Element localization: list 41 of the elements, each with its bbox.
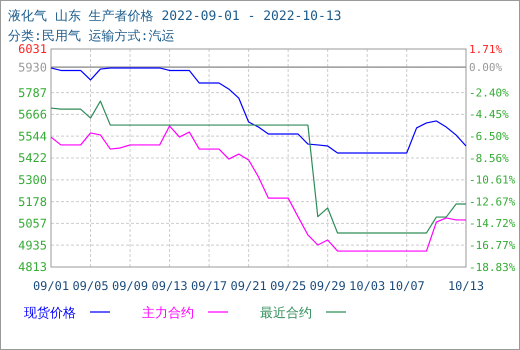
y-tick-label: 5057 [18,216,47,231]
y2-tick-label: -6.50% [469,130,510,143]
legend-label: 最近合约 [260,306,312,321]
y-tick-label: 4813 [18,260,47,274]
y2-tick-label: -18.83% [469,260,516,274]
y-tick-label: 5300 [18,173,47,188]
y2-tick-label: -12.67% [469,195,516,208]
x-tick-label: 10/03 [349,279,386,293]
line-series [50,100,467,234]
line-series [50,125,467,252]
y2-tick-label: -8.56% [469,152,510,165]
line-series [50,67,467,154]
legend-label: 主力合约 [142,305,194,321]
y2-tick-label: -10.61% [469,174,516,187]
x-tick-label: 09/17 [191,279,228,293]
x-tick-label: 10/13 [448,279,484,293]
x-tick-label: 09/05 [72,279,109,293]
chart-subtitle: 分类:民用气 运输方式:汽运 [8,28,174,44]
y2-tick-label: -2.40% [469,86,510,100]
y-tick-label: 5422 [18,151,47,166]
y2-tick-label: -14.72% [469,217,516,230]
y-tick-label: 5787 [18,86,47,100]
y-tick-label: 5930 [18,60,47,74]
y-tick-label: 5178 [18,194,47,209]
x-tick-label: 09/01 [32,279,70,293]
chart-title: 液化气 山东 生产者价格 2022-09-01 - 2022-10-13 [8,9,342,24]
y-tick-label: 5666 [18,108,47,122]
x-tick-label: 09/13 [152,279,188,293]
y-tick-label: 4935 [18,238,47,252]
y-tick-label: 6031 [18,42,47,56]
y2-tick-label: -4.45% [469,108,510,122]
y-tick-label: 5544 [18,129,47,144]
x-tick-label: 10/07 [388,279,425,293]
x-tick-label: 09/21 [230,279,267,293]
x-tick-label: 09/29 [310,279,346,293]
y2-tick-label: 0.00% [469,61,502,74]
y2-tick-label: 1.71% [469,42,502,56]
x-tick-label: 09/09 [112,279,148,293]
y2-tick-label: -16.77% [469,238,516,252]
legend-label: 现货价格 [24,306,76,321]
x-tick-label: 09/25 [270,279,306,293]
